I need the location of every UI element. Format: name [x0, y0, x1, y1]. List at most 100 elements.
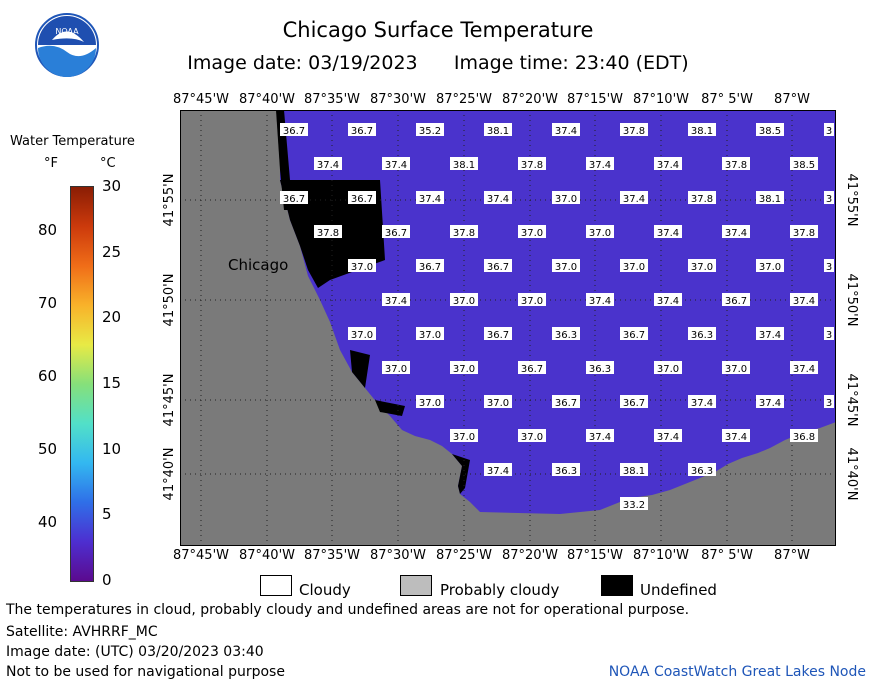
temperature-label: 37.0 [416, 395, 444, 409]
svg-text:36.7: 36.7 [351, 126, 373, 137]
svg-text:36.7: 36.7 [521, 364, 543, 375]
temperature-label: 37.0 [416, 327, 444, 341]
temperature-label: 37.4 [654, 293, 682, 307]
temperature-label: 37.4 [586, 429, 614, 443]
temperature-label: 37.4 [654, 157, 682, 171]
svg-text:36.7: 36.7 [623, 398, 645, 409]
temperature-label: 37.4 [620, 191, 648, 205]
temperature-label: 37.4 [756, 395, 784, 409]
svg-text:36.3: 36.3 [691, 330, 713, 341]
temperature-label: 38.1 [484, 123, 512, 137]
svg-text:37.4: 37.4 [589, 160, 611, 171]
temperature-label: 37.4 [416, 191, 444, 205]
svg-text:37.0: 37.0 [453, 364, 475, 375]
svg-text:37.4: 37.4 [385, 296, 407, 307]
svg-text:36.3: 36.3 [555, 330, 577, 341]
credit-text: NOAA CoastWatch Great Lakes Node [608, 664, 866, 680]
svg-text:38.1: 38.1 [453, 160, 475, 171]
svg-text:3: 3 [826, 398, 832, 409]
time-label: Image time: [453, 52, 569, 74]
page-title: Chicago Surface Temperature [282, 18, 594, 42]
temperature-label: 37.4 [552, 123, 580, 137]
svg-text:3: 3 [826, 262, 832, 273]
temperature-label: 37.4 [382, 293, 410, 307]
temperature-label: 37.0 [688, 259, 716, 273]
temperature-label: 3 [824, 395, 834, 409]
temperature-label: 37.0 [484, 395, 512, 409]
temperature-label: 36.8 [790, 429, 818, 443]
longitude-label: 87°10'W [632, 548, 689, 563]
temperature-label: 37.8 [688, 191, 716, 205]
temperature-label: 38.5 [790, 157, 818, 171]
latitude-label: 41°45'N [844, 373, 859, 427]
temperature-label: 37.8 [790, 225, 818, 239]
svg-text:3: 3 [826, 126, 832, 137]
svg-text:37.4: 37.4 [793, 296, 815, 307]
longitude-label: 87°35'W [303, 548, 360, 563]
longitude-label: 87°20'W [501, 92, 558, 107]
svg-text:37.4: 37.4 [419, 194, 441, 205]
svg-text:37.8: 37.8 [453, 228, 475, 239]
colorbar-c-tick: 25 [102, 242, 122, 261]
svg-text:37.0: 37.0 [555, 194, 577, 205]
svg-text:36.7: 36.7 [725, 296, 747, 307]
longitude-label: 87°30'W [369, 92, 426, 107]
temperature-label: 3 [824, 327, 834, 341]
svg-text:37.4: 37.4 [589, 432, 611, 443]
city-label-chicago: Chicago [228, 256, 288, 274]
svg-text:36.7: 36.7 [419, 262, 441, 273]
svg-text:37.0: 37.0 [351, 330, 373, 341]
temperature-label: 36.7 [722, 293, 750, 307]
temperature-label: 37.0 [654, 361, 682, 375]
svg-text:37.4: 37.4 [487, 466, 509, 477]
colorbar-f-tick: 70 [38, 293, 58, 312]
legend-undefined-label: Undefined [640, 581, 717, 599]
temperature-label: 37.4 [314, 157, 342, 171]
temperature-label: 37.0 [518, 429, 546, 443]
temperature-map: 36.7 36.7 35.2 38.1 37.4 37.8 38.1 38.5 3 37.4 37.… [180, 110, 836, 546]
image-date: 03/19/2023 [308, 52, 418, 74]
svg-text:36.3: 36.3 [691, 466, 713, 477]
temperature-label: 38.5 [756, 123, 784, 137]
longitude-label: 87°W [774, 92, 810, 107]
temperature-label: 36.7 [620, 327, 648, 341]
svg-text:37.4: 37.4 [657, 160, 679, 171]
temperature-label: 36.7 [348, 123, 376, 137]
longitude-label: 87°15'W [566, 548, 623, 563]
temperature-label: 38.1 [450, 157, 478, 171]
satellite-text: Satellite: AVHRRF_MC [6, 624, 158, 640]
temperature-label: 37.0 [756, 259, 784, 273]
temperature-label: 37.4 [790, 361, 818, 375]
svg-text:3: 3 [826, 194, 832, 205]
temperature-label: 37.4 [484, 191, 512, 205]
temperature-label: 37.0 [620, 259, 648, 273]
temperature-label: 37.0 [450, 429, 478, 443]
svg-text:36.7: 36.7 [283, 194, 305, 205]
temperature-label: 37.0 [518, 293, 546, 307]
temperature-label: 33.2 [620, 497, 648, 511]
svg-text:36.7: 36.7 [555, 398, 577, 409]
temperature-label: 36.7 [484, 259, 512, 273]
svg-text:37.4: 37.4 [385, 160, 407, 171]
longitude-label: 87°25'W [435, 548, 492, 563]
temperature-label: 37.8 [518, 157, 546, 171]
latitude-label: 41°55'N [844, 173, 859, 227]
utc-date-text: Image date: (UTC) 03/20/2023 03:40 [6, 644, 264, 660]
svg-text:37.0: 37.0 [691, 262, 713, 273]
svg-text:37.0: 37.0 [453, 432, 475, 443]
temperature-label: 36.7 [620, 395, 648, 409]
temperature-label: 37.0 [450, 293, 478, 307]
temperature-label: 36.7 [416, 259, 444, 273]
longitude-label: 87° 5'W [701, 92, 753, 107]
svg-text:38.1: 38.1 [759, 194, 781, 205]
colorbar-c-tick: 10 [102, 439, 122, 458]
unit-celsius: °C [100, 156, 116, 171]
longitude-label: 87°W [774, 548, 810, 563]
longitude-label: 87°45'W [172, 548, 229, 563]
svg-text:37.4: 37.4 [657, 432, 679, 443]
longitude-label: 87°25'W [435, 92, 492, 107]
colorbar-f-tick: 50 [38, 439, 58, 458]
temperature-label: 37.0 [450, 361, 478, 375]
svg-text:37.4: 37.4 [759, 330, 781, 341]
temperature-label: 37.4 [790, 293, 818, 307]
